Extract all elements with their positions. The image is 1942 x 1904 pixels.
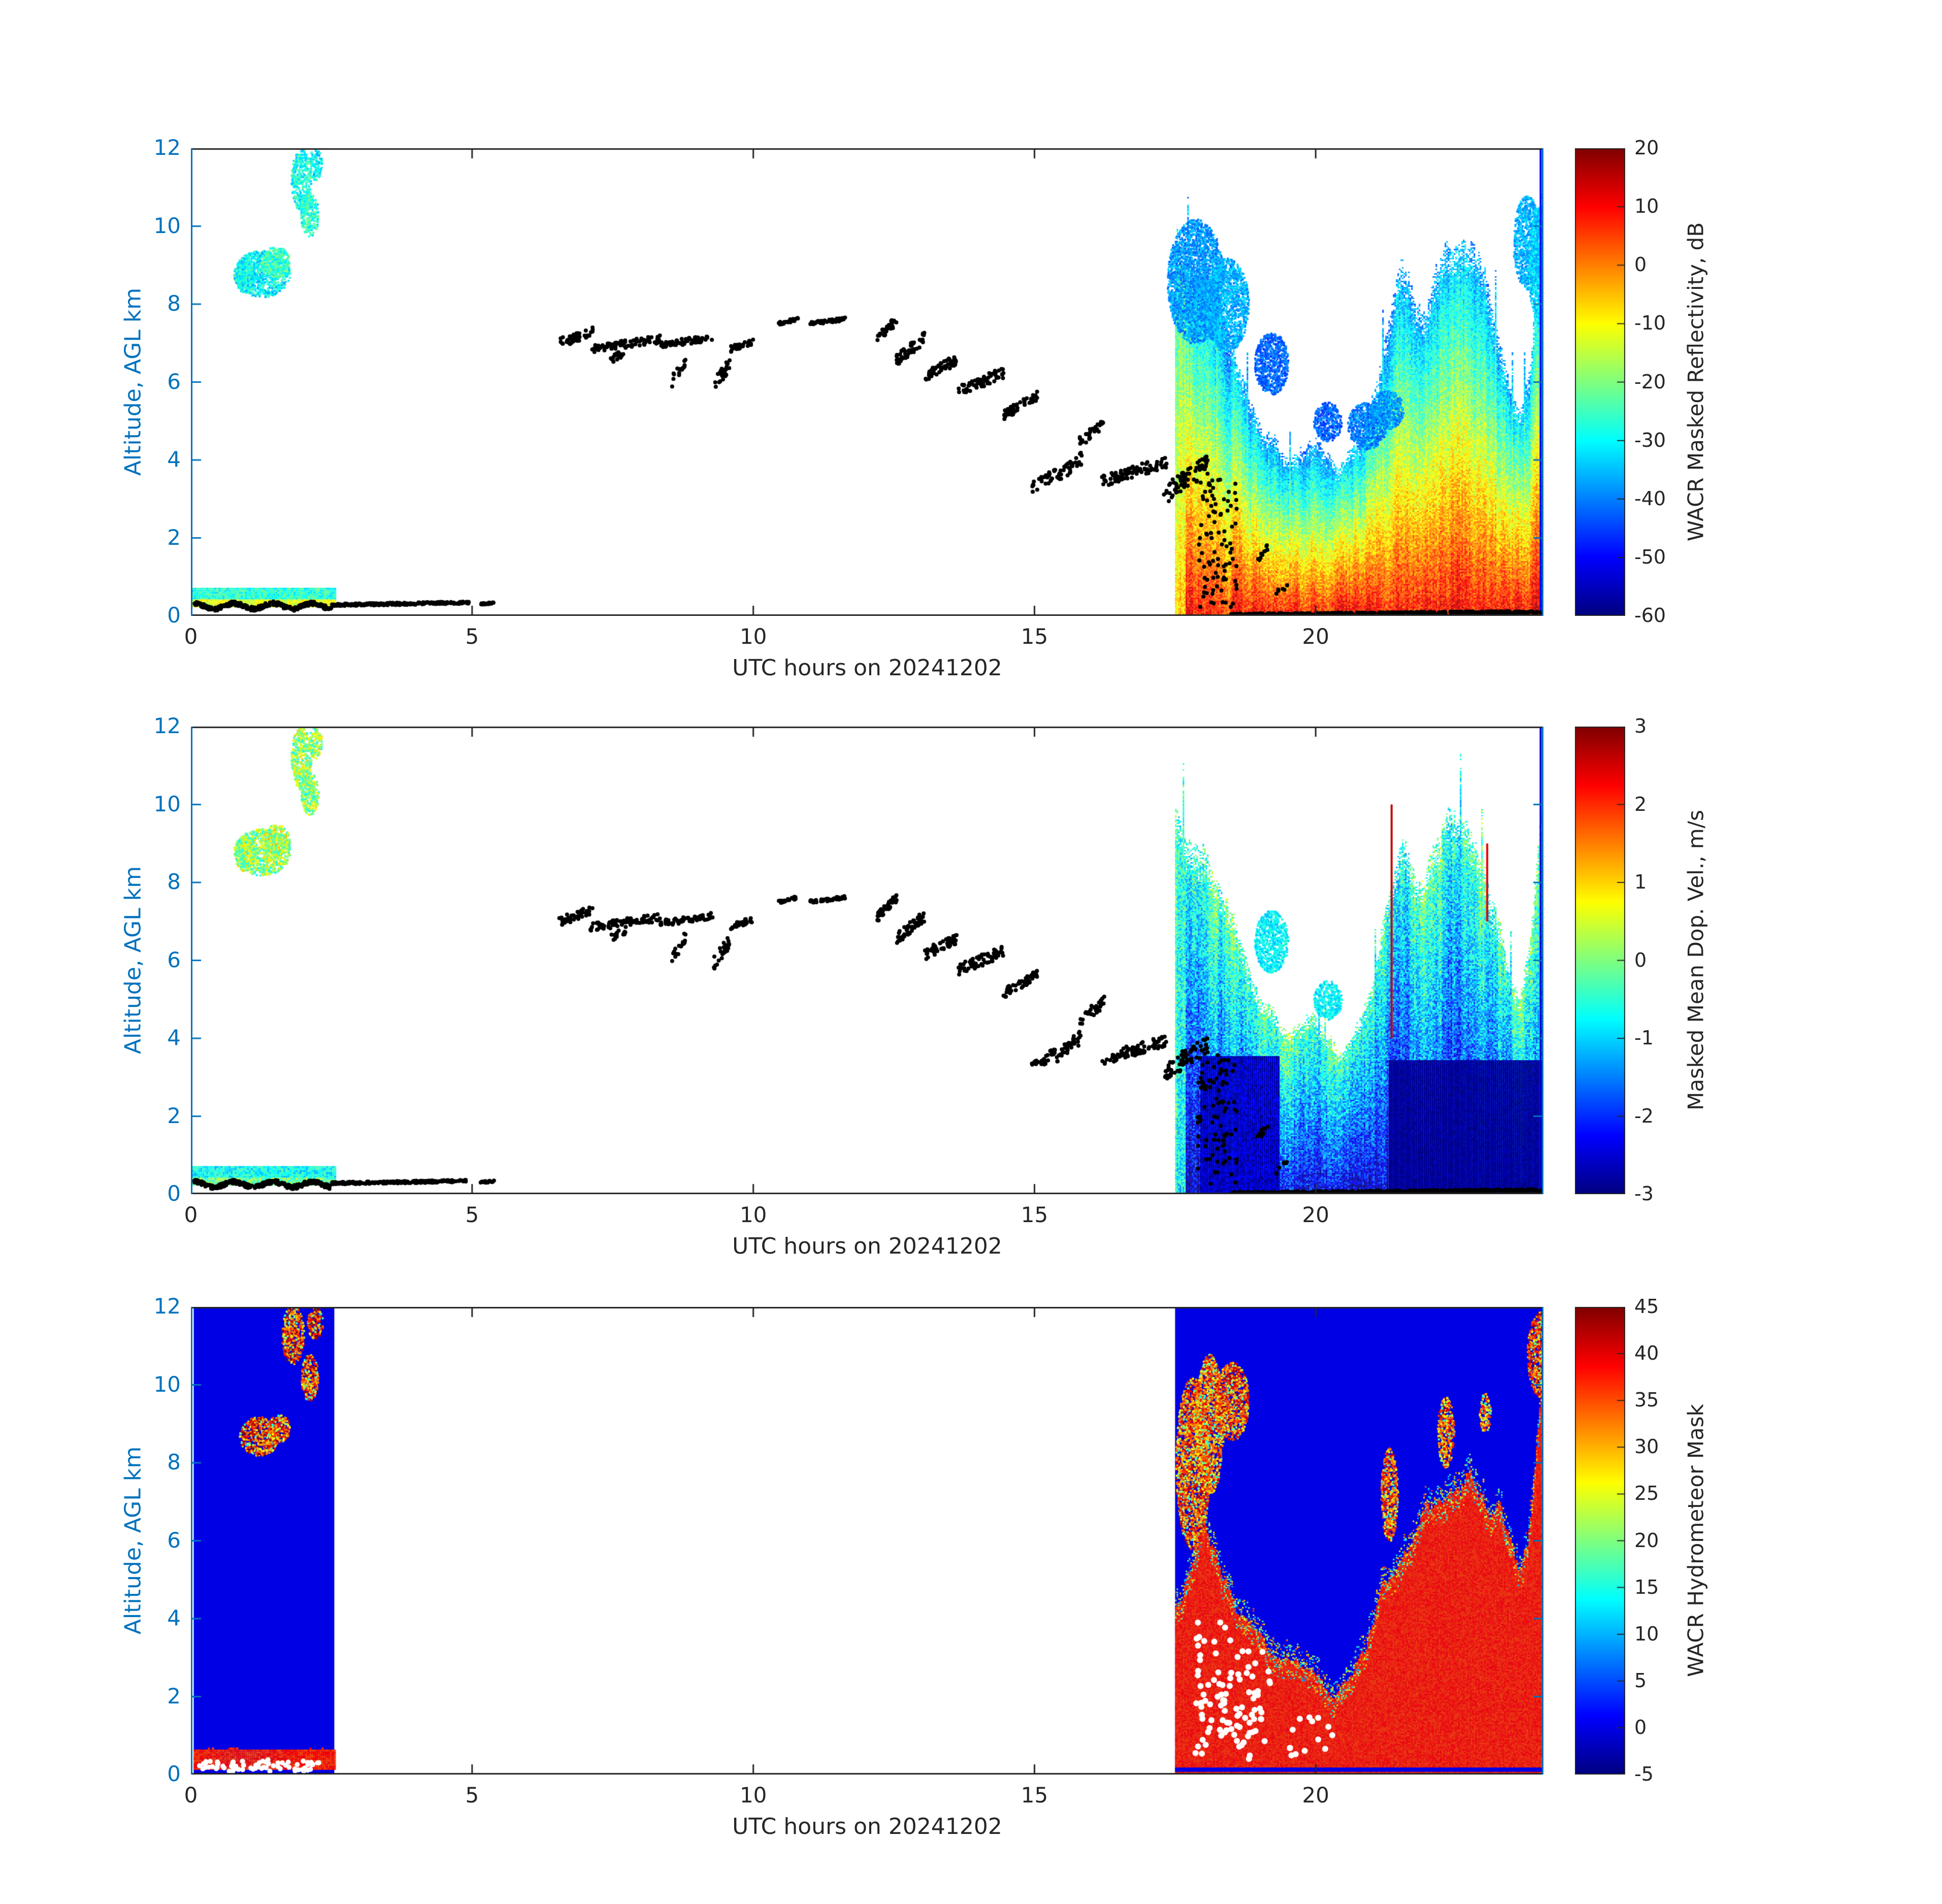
colorbar-tick-label: 15 [1634,1575,1659,1598]
y-tick-label: 8 [167,1450,181,1474]
colorbar-tick-label: -40 [1634,487,1666,510]
x-tick-label: 5 [465,1783,479,1808]
y-tick-label: 0 [167,1761,181,1786]
doppler-velocity-colorbar [1575,727,1625,1194]
colorbar-tick-label: -2 [1634,1104,1654,1127]
x-tick-label: 15 [1021,1202,1048,1227]
y-tick-label: 10 [153,1371,181,1397]
x-tick-label: 15 [1021,624,1048,649]
colorbar-tick-label: 30 [1634,1435,1659,1458]
colorbar-tick-label: 40 [1634,1342,1659,1365]
y-tick-label: 6 [167,947,181,972]
x-tick-label: 15 [1021,1783,1048,1808]
colorbar-label: WACR Masked Reflectivity, dB [1683,222,1708,542]
y-tick-label: 6 [167,1527,181,1553]
colorbar-tick-label: -10 [1634,312,1666,335]
colorbar-tick-label: 0 [1634,948,1647,971]
colorbar-tick-label: 0 [1634,253,1647,276]
x-tick-label: 10 [739,1202,767,1227]
reflectivity-colorbar [1575,148,1625,616]
x-tick-label: 0 [184,624,198,649]
x-tick-label: 5 [465,624,479,649]
colorbar-tick-label: -1 [1634,1027,1654,1049]
y-tick-label: 4 [167,447,181,472]
x-tick-label: 20 [1302,1783,1330,1808]
doppler-velocity-heatmap [191,727,1543,1194]
colorbar-tick-label: 45 [1634,1295,1659,1318]
colorbar-tick-label: 3 [1634,715,1647,737]
colorbar-tick-label: 10 [1634,1622,1659,1645]
colorbar-tick-label: 10 [1634,195,1659,218]
y-tick-label: 6 [167,369,181,394]
colorbar-tick-label: -60 [1634,604,1666,627]
colorbar-tick-label: 20 [1634,1529,1659,1552]
x-axis-label: UTC hours on 20241202 [732,1233,1002,1259]
hydrometeor-mask-colorbar [1575,1307,1625,1775]
colorbar-tick-label: -20 [1634,370,1666,393]
y-tick-label: 0 [167,603,181,628]
reflectivity-heatmap [191,148,1543,616]
x-tick-label: 20 [1302,624,1330,649]
y-tick-label: 12 [153,713,181,738]
y-tick-label: 0 [167,1181,181,1206]
y-tick-label: 4 [167,1605,181,1630]
colorbar-tick-label: -30 [1634,429,1666,451]
colorbar-tick-label: -3 [1634,1183,1654,1205]
colorbar-tick-label: 0 [1634,1716,1647,1738]
colorbar-tick-label: 2 [1634,793,1647,815]
colorbar-tick-label: 25 [1634,1482,1659,1505]
hydrometeor-mask-heatmap [191,1307,1543,1775]
y-tick-label: 2 [167,1103,181,1128]
colorbar-tick-label: -5 [1634,1763,1654,1785]
x-axis-label: UTC hours on 20241202 [732,655,1002,681]
x-tick-label: 10 [739,624,767,649]
y-tick-label: 2 [167,1683,181,1709]
y-tick-label: 8 [167,869,181,894]
y-tick-label: 12 [153,1294,181,1319]
colorbar-tick-label: 20 [1634,137,1659,159]
y-tick-label: 8 [167,291,181,316]
colorbar-tick-label: 1 [1634,871,1647,893]
x-tick-label: 10 [739,1783,767,1808]
x-tick-label: 5 [465,1202,479,1227]
x-tick-label: 0 [184,1202,198,1227]
colorbar-tick-label: -50 [1634,545,1666,568]
y-tick-label: 10 [153,791,181,816]
colorbar-label: Masked Mean Dop. Vel., m/s [1683,810,1708,1110]
colorbar-label: WACR Hydrometeor Mask [1683,1404,1708,1677]
y-tick-label: 10 [153,213,181,238]
y-tick-label: 12 [153,135,181,160]
colorbar-tick-label: 5 [1634,1669,1647,1692]
x-tick-label: 20 [1302,1202,1330,1227]
x-axis-label: UTC hours on 20241202 [732,1814,1002,1840]
y-tick-label: 2 [167,524,181,550]
x-tick-label: 0 [184,1783,198,1808]
y-tick-label: 4 [167,1025,181,1050]
colorbar-tick-label: 35 [1634,1389,1659,1411]
